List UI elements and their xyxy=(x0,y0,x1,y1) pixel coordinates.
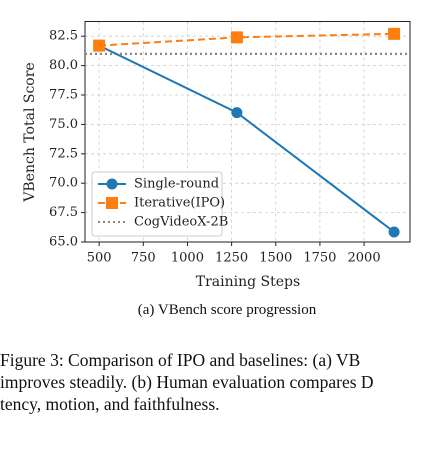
x-tick-label: 750 xyxy=(131,251,156,266)
y-tick-label: 82.5 xyxy=(49,29,78,44)
y-axis-label: VBench Total Score xyxy=(22,62,38,202)
point xyxy=(388,226,400,238)
legend-marker xyxy=(106,197,118,209)
y-tick-label: 70.0 xyxy=(49,176,78,191)
y-tick-label: 67.5 xyxy=(49,205,78,220)
y-tick-label: 80.0 xyxy=(49,58,78,73)
plot-frame xyxy=(84,21,411,243)
x-tick-label: 2000 xyxy=(348,251,381,266)
caption-line: tency, motion, and faithfulness. xyxy=(0,394,220,414)
y-tick-label: 65.0 xyxy=(49,235,78,250)
x-tick-label: 1250 xyxy=(215,251,248,266)
point xyxy=(230,31,243,44)
caption-line: improves steadily. (b) Human evaluation … xyxy=(0,372,374,392)
y-tick-label: 75.0 xyxy=(49,117,78,132)
y-tick-label: 72.5 xyxy=(49,146,78,161)
point xyxy=(231,107,243,119)
legend-label: CogVideoX-2B xyxy=(134,215,228,230)
legend-box xyxy=(91,171,223,237)
legend-label: Iterative(IPO) xyxy=(134,196,225,211)
x-tick-label: 1500 xyxy=(259,251,292,266)
legend-marker xyxy=(106,178,118,190)
point xyxy=(93,39,106,52)
point xyxy=(388,27,401,40)
x-axis-label: Training Steps xyxy=(196,274,300,290)
legend-label: Single-round xyxy=(134,177,219,192)
caption-line: Figure 3: Comparison of IPO and baseline… xyxy=(0,350,361,370)
chart: Training Steps VBench Total Score 65.0 67… xyxy=(22,21,411,290)
x-tick-label: 1750 xyxy=(303,251,336,266)
y-tick-label: 77.5 xyxy=(49,88,78,103)
x-tick-label: 500 xyxy=(87,251,112,266)
x-tick-label: 1000 xyxy=(171,251,204,266)
subcaption: (a) VBench score progression xyxy=(137,302,317,318)
